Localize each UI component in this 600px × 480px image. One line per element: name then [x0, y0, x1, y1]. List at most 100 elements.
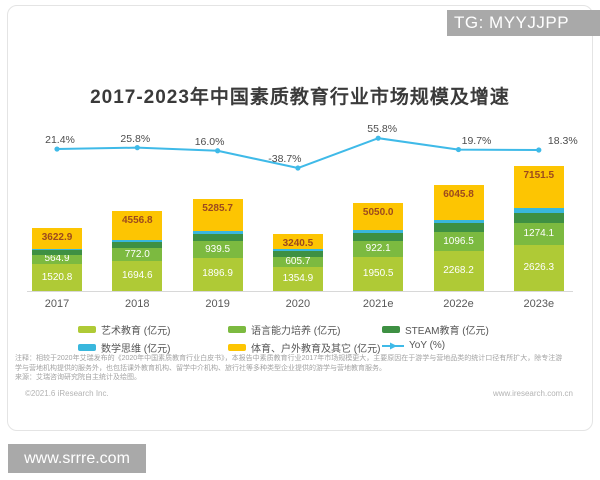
chart-title: 2017-2023年中国素质教育行业市场规模及增速 — [90, 87, 510, 108]
bar-2020-segment-1 — [272, 256, 323, 268]
bar-2021e-segment-0 — [353, 256, 404, 291]
yoy-value-2020: -38.7% — [268, 153, 302, 166]
bar-2021e-value-1: 922.1 — [365, 242, 391, 254]
bar-2018-segment-2 — [112, 241, 163, 248]
legend-swatch-3 — [78, 344, 96, 351]
yoy-line — [54, 135, 542, 171]
chart-card — [7, 5, 593, 431]
bar-2022e-value-0: 2268.2 — [443, 265, 474, 277]
x-axis-label-2017: 2017 — [44, 298, 70, 310]
legend-item-0: 艺术教育 (亿元) — [78, 322, 170, 337]
footnote-line-1: 注释：相较于2020年艾瑞发布的《2020年中国素质教育行业白皮书》，本报告中素… — [15, 355, 563, 362]
bar-2020-segment-3 — [272, 249, 323, 252]
bar-2017-value-1: 564.9 — [44, 253, 70, 265]
bar-2019-value-1: 939.5 — [205, 243, 231, 255]
bar-2019-segment-0 — [192, 257, 243, 291]
bar-2021e-value-0: 1950.5 — [362, 267, 394, 279]
legend-label-0: 艺术教育 (亿元) — [101, 326, 171, 337]
bar-2021e-segment-3 — [353, 230, 404, 234]
bar-2021e-segment-4 — [353, 202, 404, 231]
bar-2022e-segment-2 — [433, 223, 484, 233]
bar-2023e-segment-4 — [513, 166, 564, 209]
legend-swatch-2 — [382, 326, 400, 333]
bar-2023e-segment-2 — [513, 212, 564, 223]
bar-2021e-segment-2 — [353, 233, 404, 241]
footnote-line-3: 来源：艾瑞咨询研究院自主统计及绘图。 — [15, 374, 141, 381]
legend-item-3: 数学思维 (亿元) — [78, 340, 170, 355]
bar-2022e-value-1: 1096.5 — [443, 235, 474, 247]
bar-2022e-total: 6045.8 — [443, 189, 474, 201]
bar-2020-value-0: 1354.9 — [282, 273, 314, 285]
legend-label-3: 数学思维 (亿元) — [101, 344, 171, 355]
legend-item-5: YoY (%) — [382, 340, 445, 351]
legend-item-4: 体育、户外教育及其它 (亿元) — [228, 340, 380, 355]
bar-2020-segment-2 — [272, 251, 323, 257]
legend-swatch-4 — [228, 344, 246, 351]
chart-area: 1520.8 564.9 3622.9 2017 1694.6 772.0 4556.8 20… — [25, 123, 578, 315]
bar-2018-segment-4 — [112, 211, 163, 241]
bar-2019-value-0: 1896.9 — [202, 268, 233, 280]
footnote-line-2: 学与营地机构提供的服务外，也包括课外教育机构、留学中介机构、旅行社等多种类型企业… — [15, 364, 386, 372]
bar-2017-segment-0 — [32, 264, 82, 291]
yoy-value-2017: 21.4% — [45, 134, 75, 147]
bar-2018-value-1: 772.0 — [124, 248, 150, 260]
bar-2019-segment-3 — [192, 231, 243, 234]
bar-2019-segment-2 — [192, 233, 243, 242]
bar-2017-segment-1 — [32, 254, 82, 265]
bar-2019-total: 5285.7 — [202, 202, 233, 214]
x-axis-label-2023e: 2023e — [523, 298, 555, 310]
source-url: www.iresearch.com.cn — [492, 389, 573, 398]
bar-2021e-segment-1 — [353, 240, 404, 257]
footnote: 注释：相较于2020年艾瑞发布的《2020年中国素质教育行业白皮书》，本报告中素… — [15, 354, 587, 383]
bar-2023e-segment-1 — [513, 222, 564, 246]
yoy-value-2018: 25.8% — [120, 132, 151, 145]
bar-2018-segment-0 — [112, 261, 163, 291]
bar-2022e-segment-4 — [433, 185, 484, 220]
bar-2017-value-0: 1520.8 — [41, 271, 73, 283]
yoy-value-2019: 16.0% — [194, 135, 225, 148]
x-axis-label-2019: 2019 — [205, 298, 230, 310]
bar-2020-segment-0 — [272, 267, 323, 291]
legend-label-4: 体育、户外教育及其它 (亿元) — [251, 344, 381, 355]
bar-2022e-segment-0 — [433, 251, 484, 291]
site-watermark: www.srrre.com — [8, 444, 146, 473]
tg-watermark: TG: MYYJJPP — [447, 10, 600, 36]
bar-2020-total: 3240.5 — [282, 238, 314, 250]
bar-2020-segment-4 — [272, 234, 323, 250]
bar-2018-segment-1 — [112, 247, 163, 262]
bar-2023e-total: 7151.5 — [523, 170, 555, 181]
x-axis-label-2020: 2020 — [285, 298, 311, 310]
legend-item-1: 语言能力培养 (亿元) — [228, 322, 340, 337]
bar-2017-segment-2 — [32, 249, 82, 255]
bar-2017-total: 3622.9 — [41, 231, 73, 243]
bar-2023e-segment-0 — [513, 245, 564, 291]
yoy-value-2022e: 19.7% — [461, 134, 492, 147]
bar-2019-segment-4 — [192, 198, 243, 232]
bar-2021e-total: 5050.0 — [362, 206, 394, 218]
x-axis-line — [27, 291, 573, 292]
legend-label-2: STEAM教育 (亿元) — [405, 326, 489, 337]
bar-2018-total: 4556.8 — [122, 215, 153, 227]
legend-line-symbol — [382, 342, 404, 350]
x-axis-label-2021e: 2021e — [362, 298, 394, 310]
yoy-value-2023e: 18.3% — [547, 135, 578, 148]
legend-swatch-1 — [228, 326, 246, 333]
bar-2018-value-0: 1694.6 — [122, 270, 153, 282]
bar-2017-segment-4 — [32, 227, 82, 250]
legend-swatch-0 — [78, 326, 96, 333]
x-axis-label-2022e: 2022e — [443, 298, 474, 310]
bar-2022e-segment-1 — [433, 232, 484, 252]
yoy-value-2021e: 55.8% — [367, 123, 398, 136]
copyright-text: ©2021.6 iResearch Inc. — [25, 389, 109, 398]
bar-2023e-segment-3 — [513, 208, 564, 213]
legend-item-2: STEAM教育 (亿元) — [382, 322, 489, 337]
legend-label-1: 语言能力培养 (亿元) — [251, 326, 341, 337]
bar-2023e-value-0: 2626.3 — [523, 262, 555, 274]
bar-2023e-value-1: 1274.1 — [523, 227, 555, 239]
bar-2019-segment-1 — [192, 241, 243, 258]
bar-2022e-segment-3 — [433, 219, 484, 224]
bar-2020-value-1: 605.7 — [285, 256, 311, 268]
bar-2018-segment-3 — [112, 240, 163, 242]
x-axis-label-2018: 2018 — [125, 298, 150, 310]
